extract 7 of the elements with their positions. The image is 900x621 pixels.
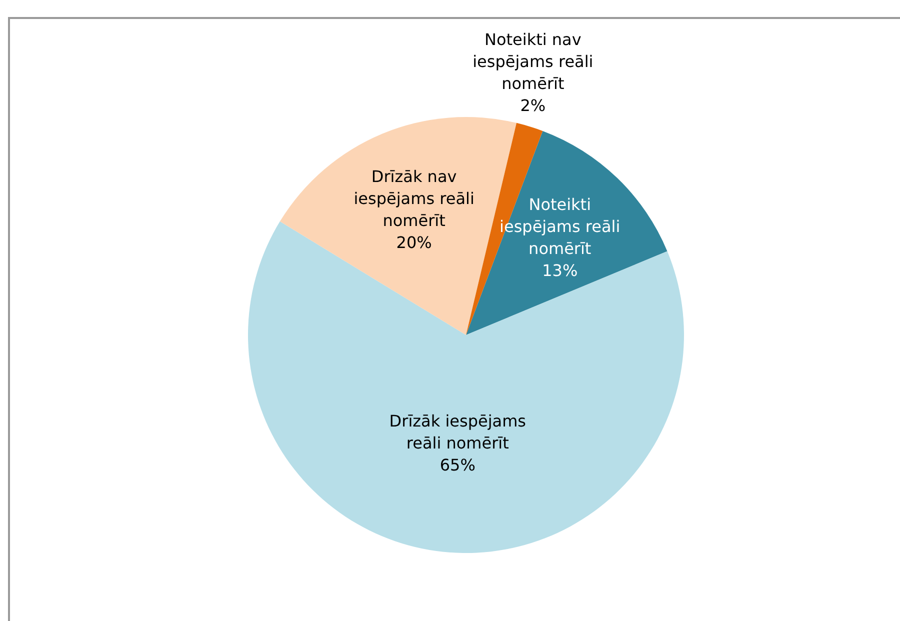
data-label: 13% — [542, 260, 578, 280]
slice-label: Drīzāk iespējams reāli nomērīt — [389, 412, 526, 453]
data-label: 65% — [440, 456, 476, 475]
slice-label: Drīzāk nav iespējams reāli nomērīt — [354, 167, 474, 230]
data-label: 20% — [396, 233, 432, 252]
slice-label: Noteikti nav iespējams reāli nomērīt — [472, 30, 594, 94]
data-label: 2% — [520, 96, 546, 116]
